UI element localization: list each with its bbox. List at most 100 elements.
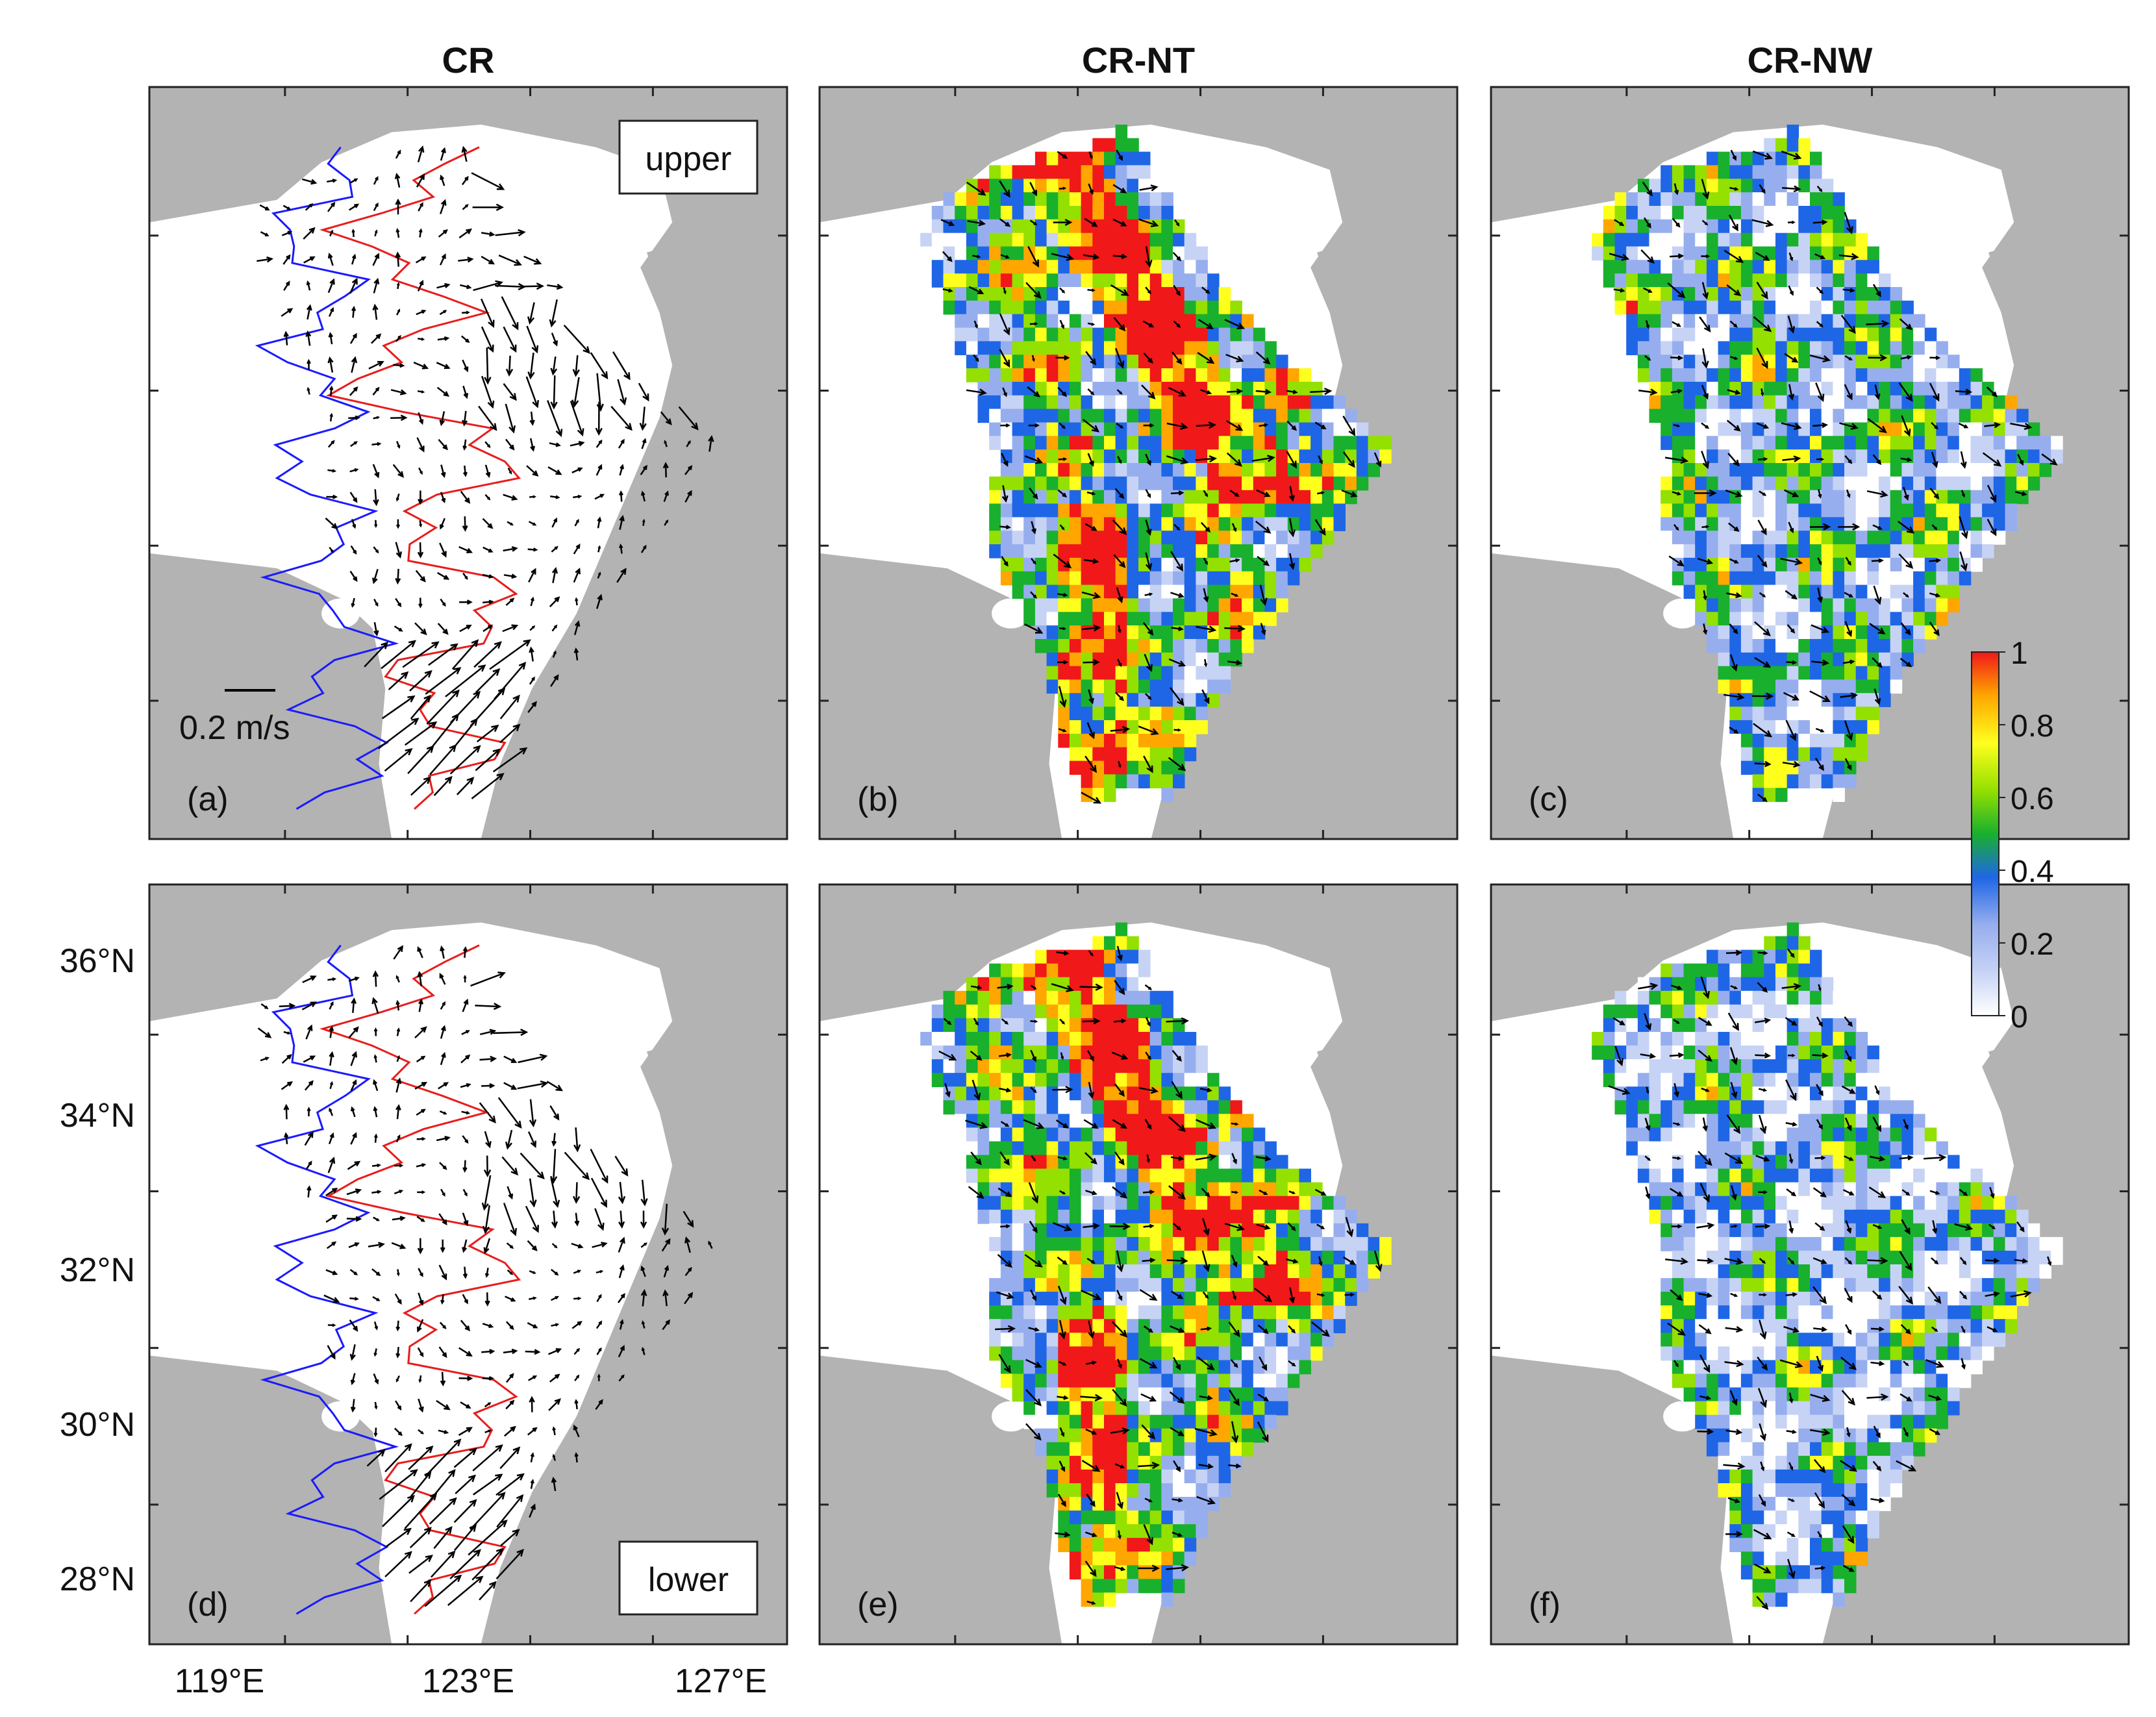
panel-d-arrow-57 (460, 1083, 471, 1088)
panel-c-arrow-115 (1757, 520, 1767, 536)
panel-d-arrow-22 (462, 998, 469, 1012)
panel-c-cell-609 (1844, 463, 1857, 477)
panel-f-cell-366 (1948, 1155, 1960, 1170)
panel-c-cell-893 (1729, 598, 1742, 612)
panel-e-cell-102 (1104, 1018, 1116, 1033)
panel-c-cell-629 (1683, 476, 1696, 491)
panel-e-cell-907 (1218, 1401, 1231, 1416)
panel-b-cell-896 (1092, 598, 1105, 612)
panel-b-arrow-143 (1259, 584, 1268, 607)
panel-b-cell-638 (1115, 476, 1128, 491)
panel-b-cell-78 (1069, 206, 1082, 220)
panel-f-cell-156 (1855, 1046, 1868, 1060)
panel-d-arrow-271 (530, 1479, 534, 1489)
panel-d-arrow-39 (329, 1051, 334, 1066)
panel-d-arrow-214 (525, 1349, 541, 1355)
panel-e-cell-783 (1322, 1333, 1335, 1347)
panel-c-cell-412 (1821, 381, 1834, 396)
panel-b-cell-1074 (1184, 733, 1197, 748)
panel-b-cell-965 (1149, 639, 1162, 653)
panel-b-arrow-62 (1057, 386, 1068, 397)
panel-c-cell-491 (2016, 408, 2029, 423)
panel-c-cell-654 (1970, 476, 1983, 491)
panel-b-cell-138 (977, 246, 990, 261)
panel-c-arrow-142 (1903, 592, 1909, 598)
panel-c-cell-1065 (1752, 733, 1765, 748)
panel-b-arrow-129 (1145, 552, 1153, 571)
panel-d-arrow-142 (440, 1239, 445, 1253)
panel-b-cell-994 (1081, 666, 1094, 681)
panel-b-cell-53 (1023, 192, 1036, 207)
panel-e-cell-596 (1023, 1264, 1036, 1279)
panel-b-arrow-1 (1088, 151, 1093, 160)
panel-c-cell-1072 (1833, 733, 1845, 748)
panel-d-arrow-6 (348, 976, 360, 982)
panel-e-cell-50 (989, 990, 1001, 1005)
panel-c-cell-81 (1775, 206, 1788, 220)
panel-d-arrow-50 (304, 1080, 314, 1091)
panel-e-cell-4 (1127, 936, 1139, 951)
panel-e-cell-822 (1104, 1360, 1116, 1375)
panel-d-arrow-291 (495, 1549, 524, 1580)
panel-e-cell-890 (1023, 1401, 1036, 1416)
panel-f-cell-280 (1879, 1114, 1891, 1129)
panel-e-arrow-79 (1202, 1218, 1210, 1236)
panel-b-cell-822 (1104, 557, 1116, 572)
panel-e-cell-308 (1230, 1127, 1242, 1142)
panel-e-cell-1068 (1115, 1538, 1128, 1553)
panel-b-cell-404 (1058, 381, 1070, 396)
panel-c-cell-454 (1959, 395, 1972, 410)
panel-f-cell-181 (1867, 1059, 1879, 1073)
panel-c-cell-356 (1833, 355, 1845, 369)
panel-b-cell-398 (989, 381, 1001, 396)
panel-e-cell-893 (1058, 1401, 1070, 1416)
panel-f-cell-206 (1879, 1073, 1891, 1088)
panel-d-arrow-110 (440, 1188, 445, 1197)
panel-b-cell-892 (1046, 598, 1059, 612)
panel-e-cell-824 (1127, 1360, 1139, 1375)
panel-c-cell-1017 (1833, 679, 1845, 694)
panel-b-cell-283 (1242, 314, 1254, 329)
panel-c-cell-241 (1718, 300, 1731, 315)
panel-b-cell-379 (1104, 368, 1116, 382)
panel-e-cell-8 (1069, 949, 1082, 964)
panel-a-arrow-74 (549, 299, 558, 328)
panel-b-cell-170 (1069, 260, 1082, 274)
panel-e-cell-693 (1000, 1305, 1013, 1320)
panel-c-cell-278 (1855, 314, 1868, 329)
panel-b-cell-868 (1034, 584, 1047, 599)
panel-e-cell-695 (1023, 1305, 1036, 1320)
panel-c-cell-188 (1672, 273, 1685, 288)
panel-b-cell-80 (1092, 206, 1105, 220)
panel-e-cell-198 (1115, 1073, 1128, 1088)
panel-b-cell-353 (1127, 355, 1139, 369)
panel-b-cell-962 (1115, 639, 1128, 653)
panel-d-arrow-252 (527, 1427, 538, 1436)
panel-a-arrow-208 (395, 542, 403, 559)
panel-f-cell-244 (1752, 1100, 1765, 1115)
panel-c-cell-1056 (1798, 720, 1811, 734)
panel-e-arrow-152 (1257, 1422, 1269, 1443)
panel-c-arrow-143 (1929, 592, 1941, 597)
panel-c-cell-94 (1683, 219, 1696, 234)
panel-e-cell-858 (1207, 1373, 1220, 1388)
panel-b-arrow-134 (1288, 553, 1296, 570)
panel-f-cell-199 (1798, 1073, 1811, 1088)
panel-e-cell-1065 (1081, 1538, 1094, 1553)
panel-c-cell-616 (1924, 463, 1937, 477)
panel-b-cell-779 (1276, 531, 1288, 545)
panel-b-cell-147 (1081, 246, 1094, 261)
panel-e-cell-1037 (1058, 1510, 1070, 1525)
panel-b-cell-796 (1127, 544, 1139, 558)
panel-f-cell-472 (1798, 1209, 1811, 1224)
panel-b-cell-143 (1034, 246, 1047, 261)
panel-c-arrow-33 (1756, 281, 1768, 300)
panel-c-arrow-43 (1787, 315, 1796, 334)
panel-e-cell-408 (1104, 1182, 1116, 1197)
panel-b-cell-481 (1230, 408, 1242, 423)
panel-e-cell-986 (1184, 1455, 1197, 1470)
panel-f-cell-161 (1637, 1059, 1650, 1073)
panel-e-cell-819 (1069, 1360, 1082, 1375)
panel-e-cell-496 (1034, 1223, 1047, 1238)
panel-f-cell-279 (1867, 1114, 1879, 1129)
